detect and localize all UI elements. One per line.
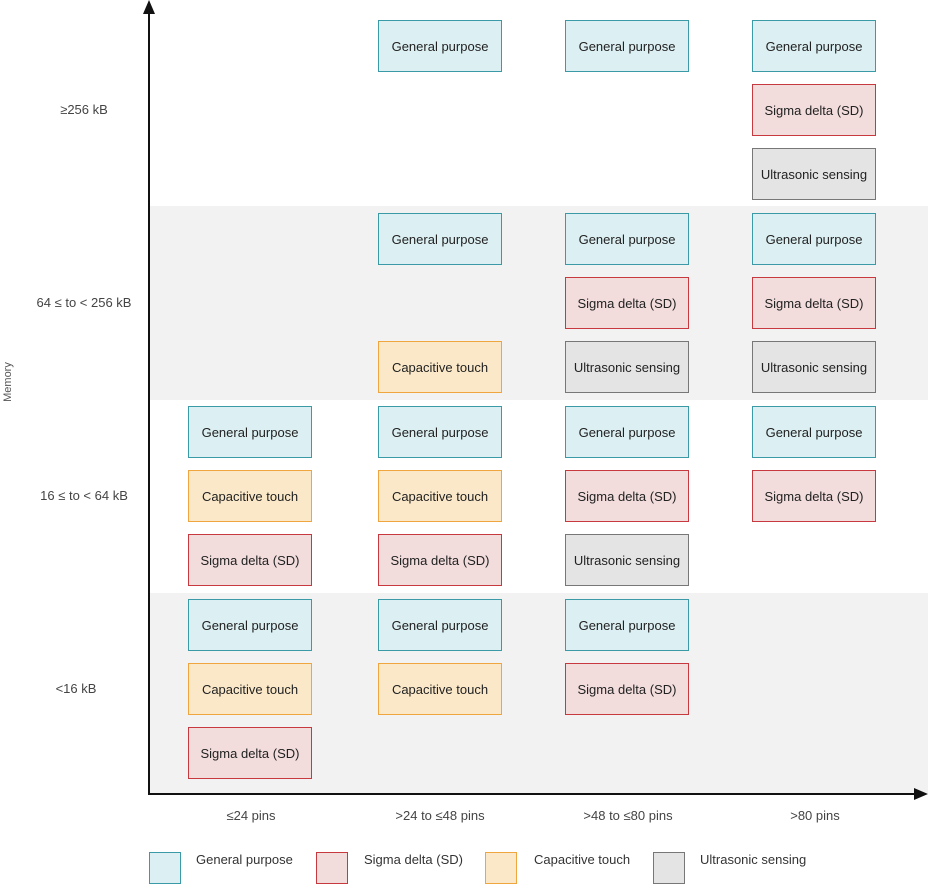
cell-16-64kb-80-sigma-delta: Sigma delta (SD): [752, 470, 876, 522]
cell-64-256kb-80-sigma-delta: Sigma delta (SD): [752, 277, 876, 329]
x-label-24-48-pins: >24 to ≤48 pins: [395, 808, 485, 823]
cell-64-256kb-48-80-ultrasonic: Ultrasonic sensing: [565, 341, 689, 393]
legend-swatch-general-purpose: [149, 852, 181, 884]
y-label-256kb: ≥256 kB: [60, 102, 108, 117]
cell-under-16kb-48-80-general-purpose: General purpose: [565, 599, 689, 651]
cell-16-64kb-48-80-general-purpose: General purpose: [565, 406, 689, 458]
cell-under-16kb-24-general-purpose: General purpose: [188, 599, 312, 651]
y-label-under-16kb: <16 kB: [55, 681, 97, 696]
cell-16-64kb-24-general-purpose: General purpose: [188, 406, 312, 458]
x-axis-arrow-icon: [914, 788, 928, 800]
legend-label-general-purpose: General purpose: [196, 852, 293, 867]
legend-swatch-capacitive-touch: [485, 852, 517, 884]
y-label-16-64kb: 16 ≤ to < 64 kB: [40, 488, 128, 503]
cell-16-64kb-24-capacitive-touch: Capacitive touch: [188, 470, 312, 522]
y-axis-arrow-icon: [143, 0, 155, 14]
cell-16-64kb-48-80-sigma-delta: Sigma delta (SD): [565, 470, 689, 522]
x-axis: [148, 793, 920, 795]
cell-under-16kb-48-80-sigma-delta: Sigma delta (SD): [565, 663, 689, 715]
x-label-24-pins: ≤24 pins: [226, 808, 276, 823]
cell-64-256kb-48-80-general-purpose: General purpose: [565, 213, 689, 265]
cell-256kb-24-48-general-purpose: General purpose: [378, 20, 502, 72]
legend-swatch-ultrasonic-sensing: [653, 852, 685, 884]
cell-256kb-80-general-purpose: General purpose: [752, 20, 876, 72]
cell-16-64kb-24-48-sigma-delta: Sigma delta (SD): [378, 534, 502, 586]
legend-label-sigma-delta: Sigma delta (SD): [364, 852, 463, 867]
cell-16-64kb-80-general-purpose: General purpose: [752, 406, 876, 458]
cell-16-64kb-24-48-general-purpose: General purpose: [378, 406, 502, 458]
cell-under-16kb-24-48-capacitive-touch: Capacitive touch: [378, 663, 502, 715]
cell-64-256kb-48-80-sigma-delta: Sigma delta (SD): [565, 277, 689, 329]
y-axis-title: Memory: [2, 362, 14, 402]
cell-under-16kb-24-sigma-delta: Sigma delta (SD): [188, 727, 312, 779]
cell-under-16kb-24-48-general-purpose: General purpose: [378, 599, 502, 651]
legend-label-capacitive-touch: Capacitive touch: [534, 852, 631, 867]
cell-64-256kb-80-ultrasonic: Ultrasonic sensing: [752, 341, 876, 393]
cell-under-16kb-24-capacitive-touch: Capacitive touch: [188, 663, 312, 715]
cell-16-64kb-24-48-capacitive-touch: Capacitive touch: [378, 470, 502, 522]
y-axis: [148, 10, 150, 793]
legend-swatch-sigma-delta: [316, 852, 348, 884]
cell-64-256kb-24-48-capacitive-touch: Capacitive touch: [378, 341, 502, 393]
cell-16-64kb-24-sigma-delta: Sigma delta (SD): [188, 534, 312, 586]
cell-256kb-80-ultrasonic: Ultrasonic sensing: [752, 148, 876, 200]
cell-256kb-48-80-general-purpose: General purpose: [565, 20, 689, 72]
y-label-64-256kb: 64 ≤ to < 256 kB: [36, 295, 132, 310]
cell-64-256kb-80-general-purpose: General purpose: [752, 213, 876, 265]
legend-label-ultrasonic-sensing: Ultrasonic sensing: [700, 852, 807, 867]
x-label-48-80-pins: >48 to ≤80 pins: [583, 808, 673, 823]
cell-64-256kb-24-48-general-purpose: General purpose: [378, 213, 502, 265]
cell-256kb-80-sigma-delta: Sigma delta (SD): [752, 84, 876, 136]
cell-16-64kb-48-80-ultrasonic: Ultrasonic sensing: [565, 534, 689, 586]
x-label-80-pins: >80 pins: [790, 808, 840, 823]
